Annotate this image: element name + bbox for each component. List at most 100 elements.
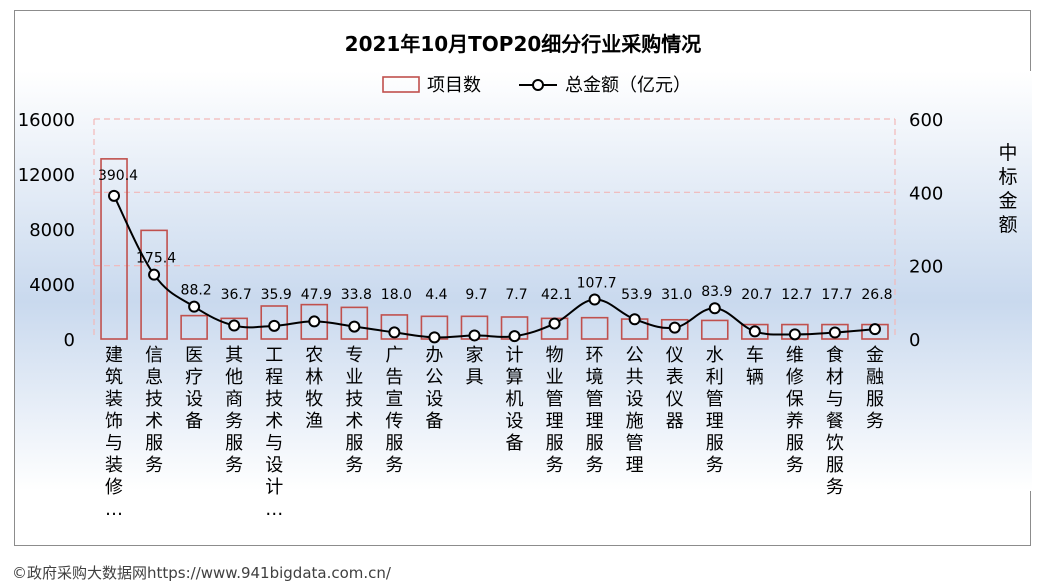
category-label-char: 传: [385, 411, 403, 432]
category-label-char: 备: [425, 411, 443, 432]
category-label-char: 服: [586, 433, 604, 454]
left-axis-tick-label: 4000: [29, 275, 75, 296]
category-label-char: 技: [265, 389, 283, 410]
category-label-char: 修: [786, 367, 804, 388]
bar: [140, 229, 168, 340]
category-label-char: 修: [105, 477, 123, 498]
amount-point: [268, 319, 281, 332]
category-label-char: 疗: [185, 367, 203, 388]
amount-data-label: 88.2: [181, 283, 212, 299]
category-label-char: 管: [706, 389, 724, 410]
category-label: 工程技术与设计…: [265, 345, 283, 520]
right-axis-tick-label: 600: [909, 110, 943, 131]
amount-data-label: 12.7: [781, 287, 812, 303]
category-label-char: 与: [265, 433, 283, 454]
category-label-char: 家: [465, 345, 483, 366]
plot-background: [15, 71, 1032, 491]
category-label-char: 管: [626, 433, 644, 454]
chart-title: 2021年10月TOP20细分行业采购情况: [345, 32, 702, 56]
category-label-char: 务: [385, 455, 403, 476]
category-label-char: 饮: [826, 433, 844, 454]
amount-point: [428, 331, 441, 344]
legend: 项目数 总金额（亿元）: [382, 75, 691, 96]
category-label-char: 牧: [305, 389, 323, 410]
category-label-char: …: [105, 499, 123, 520]
category-label-char: 务: [706, 455, 724, 476]
right-axis-tick-label: 400: [909, 183, 943, 204]
category-label-char: 渔: [305, 411, 323, 432]
category-label-char: 务: [586, 455, 604, 476]
amount-point: [148, 268, 161, 281]
category-label-char: 装: [105, 389, 123, 410]
category-label-char: 计: [506, 345, 524, 366]
left-axis-tick-label: 8000: [29, 220, 75, 241]
category-label-char: 理: [586, 411, 604, 432]
category-label-char: 物: [546, 345, 564, 366]
line-layer: [108, 189, 881, 344]
category-label-char: 服: [385, 433, 403, 454]
amount-point: [468, 329, 481, 342]
category-label-char: 宣: [385, 389, 403, 410]
legend-line-label: 总金额（亿元）: [565, 75, 691, 96]
category-label: 车辆: [746, 345, 764, 388]
amount-data-label: 42.1: [541, 287, 572, 303]
category-label-char: 专: [345, 345, 363, 366]
category-label-char: 其: [225, 345, 243, 366]
amount-data-label: 175.4: [136, 251, 176, 267]
category-label: 家具: [465, 345, 483, 388]
category-label-char: 理: [546, 411, 564, 432]
legend-bar-swatch: [382, 76, 420, 93]
chart-frame: 2021年10月TOP20细分行业采购情况 项目数 总金额（亿元） 390.4 1…: [14, 10, 1032, 546]
category-label-char: 务: [225, 455, 243, 476]
category-label-char: 术: [265, 411, 283, 432]
category-label-char: 仪: [666, 345, 684, 366]
amount-point: [748, 325, 761, 338]
right-axis-tick-label: 200: [909, 257, 943, 278]
amount-data-label: 7.7: [505, 287, 527, 303]
amount-data-label: 33.8: [341, 287, 372, 303]
bar: [580, 316, 609, 340]
bar: [741, 323, 769, 340]
category-label-char: 器: [666, 411, 684, 432]
category-label-char: 备: [506, 433, 524, 454]
category-label-char: 公: [626, 345, 644, 366]
category-label-char: 服: [786, 433, 804, 454]
category-label-char: 环: [586, 345, 604, 366]
bar: [180, 314, 208, 340]
category-label-char: 服: [826, 455, 844, 476]
amount-point: [628, 313, 641, 326]
category-label-char: 管: [586, 389, 604, 410]
right-axis-title-char: 额: [998, 214, 1017, 236]
right-axis-title-char: 标: [998, 166, 1017, 188]
grid-layer: [93, 118, 896, 339]
category-label-char: 养: [786, 411, 804, 432]
category-label-char: 管: [546, 389, 564, 410]
amount-point: [828, 326, 841, 339]
category-label-char: 维: [786, 345, 804, 366]
amount-data-label: 107.7: [577, 276, 617, 292]
category-label-char: 与: [105, 433, 123, 454]
amount-point: [308, 315, 321, 328]
amount-point: [548, 317, 561, 330]
category-label-char: 务: [826, 477, 844, 498]
bar: [700, 319, 729, 340]
category-label-char: 服: [225, 433, 243, 454]
amount-point: [588, 293, 601, 306]
category-label-char: 理: [706, 411, 724, 432]
category-label-char: 技: [145, 389, 163, 410]
bar: [380, 314, 409, 340]
category-label-char: 务: [866, 411, 884, 432]
category-label-char: 设: [425, 389, 443, 410]
